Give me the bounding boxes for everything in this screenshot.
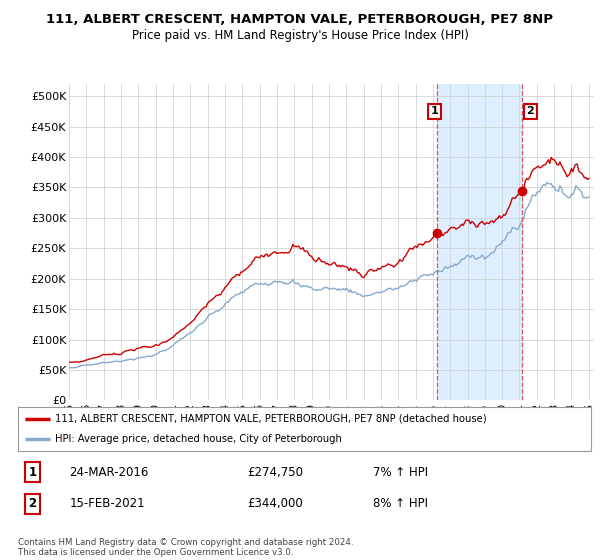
Text: 24-MAR-2016: 24-MAR-2016 [70,466,149,479]
Text: 15-FEB-2021: 15-FEB-2021 [70,497,145,511]
Text: £274,750: £274,750 [247,466,303,479]
Text: 7% ↑ HPI: 7% ↑ HPI [373,466,428,479]
Text: 2: 2 [28,497,37,511]
Text: 2: 2 [526,106,534,116]
Text: £344,000: £344,000 [247,497,303,511]
Bar [437,84,521,400]
Text: Price paid vs. HM Land Registry's House Price Index (HPI): Price paid vs. HM Land Registry's House … [131,29,469,42]
Text: 111, ALBERT CRESCENT, HAMPTON VALE, PETERBOROUGH, PE7 8NP: 111, ALBERT CRESCENT, HAMPTON VALE, PETE… [47,13,554,26]
Text: HPI: Average price, detached house, City of Peterborough: HPI: Average price, detached house, City… [55,434,342,444]
Text: 111, ALBERT CRESCENT, HAMPTON VALE, PETERBOROUGH, PE7 8NP (detached house): 111, ALBERT CRESCENT, HAMPTON VALE, PETE… [55,414,487,424]
Text: Contains HM Land Registry data © Crown copyright and database right 2024.
This d: Contains HM Land Registry data © Crown c… [18,538,353,557]
Text: 8% ↑ HPI: 8% ↑ HPI [373,497,428,511]
Text: 1: 1 [430,106,438,116]
Text: 1: 1 [28,466,37,479]
